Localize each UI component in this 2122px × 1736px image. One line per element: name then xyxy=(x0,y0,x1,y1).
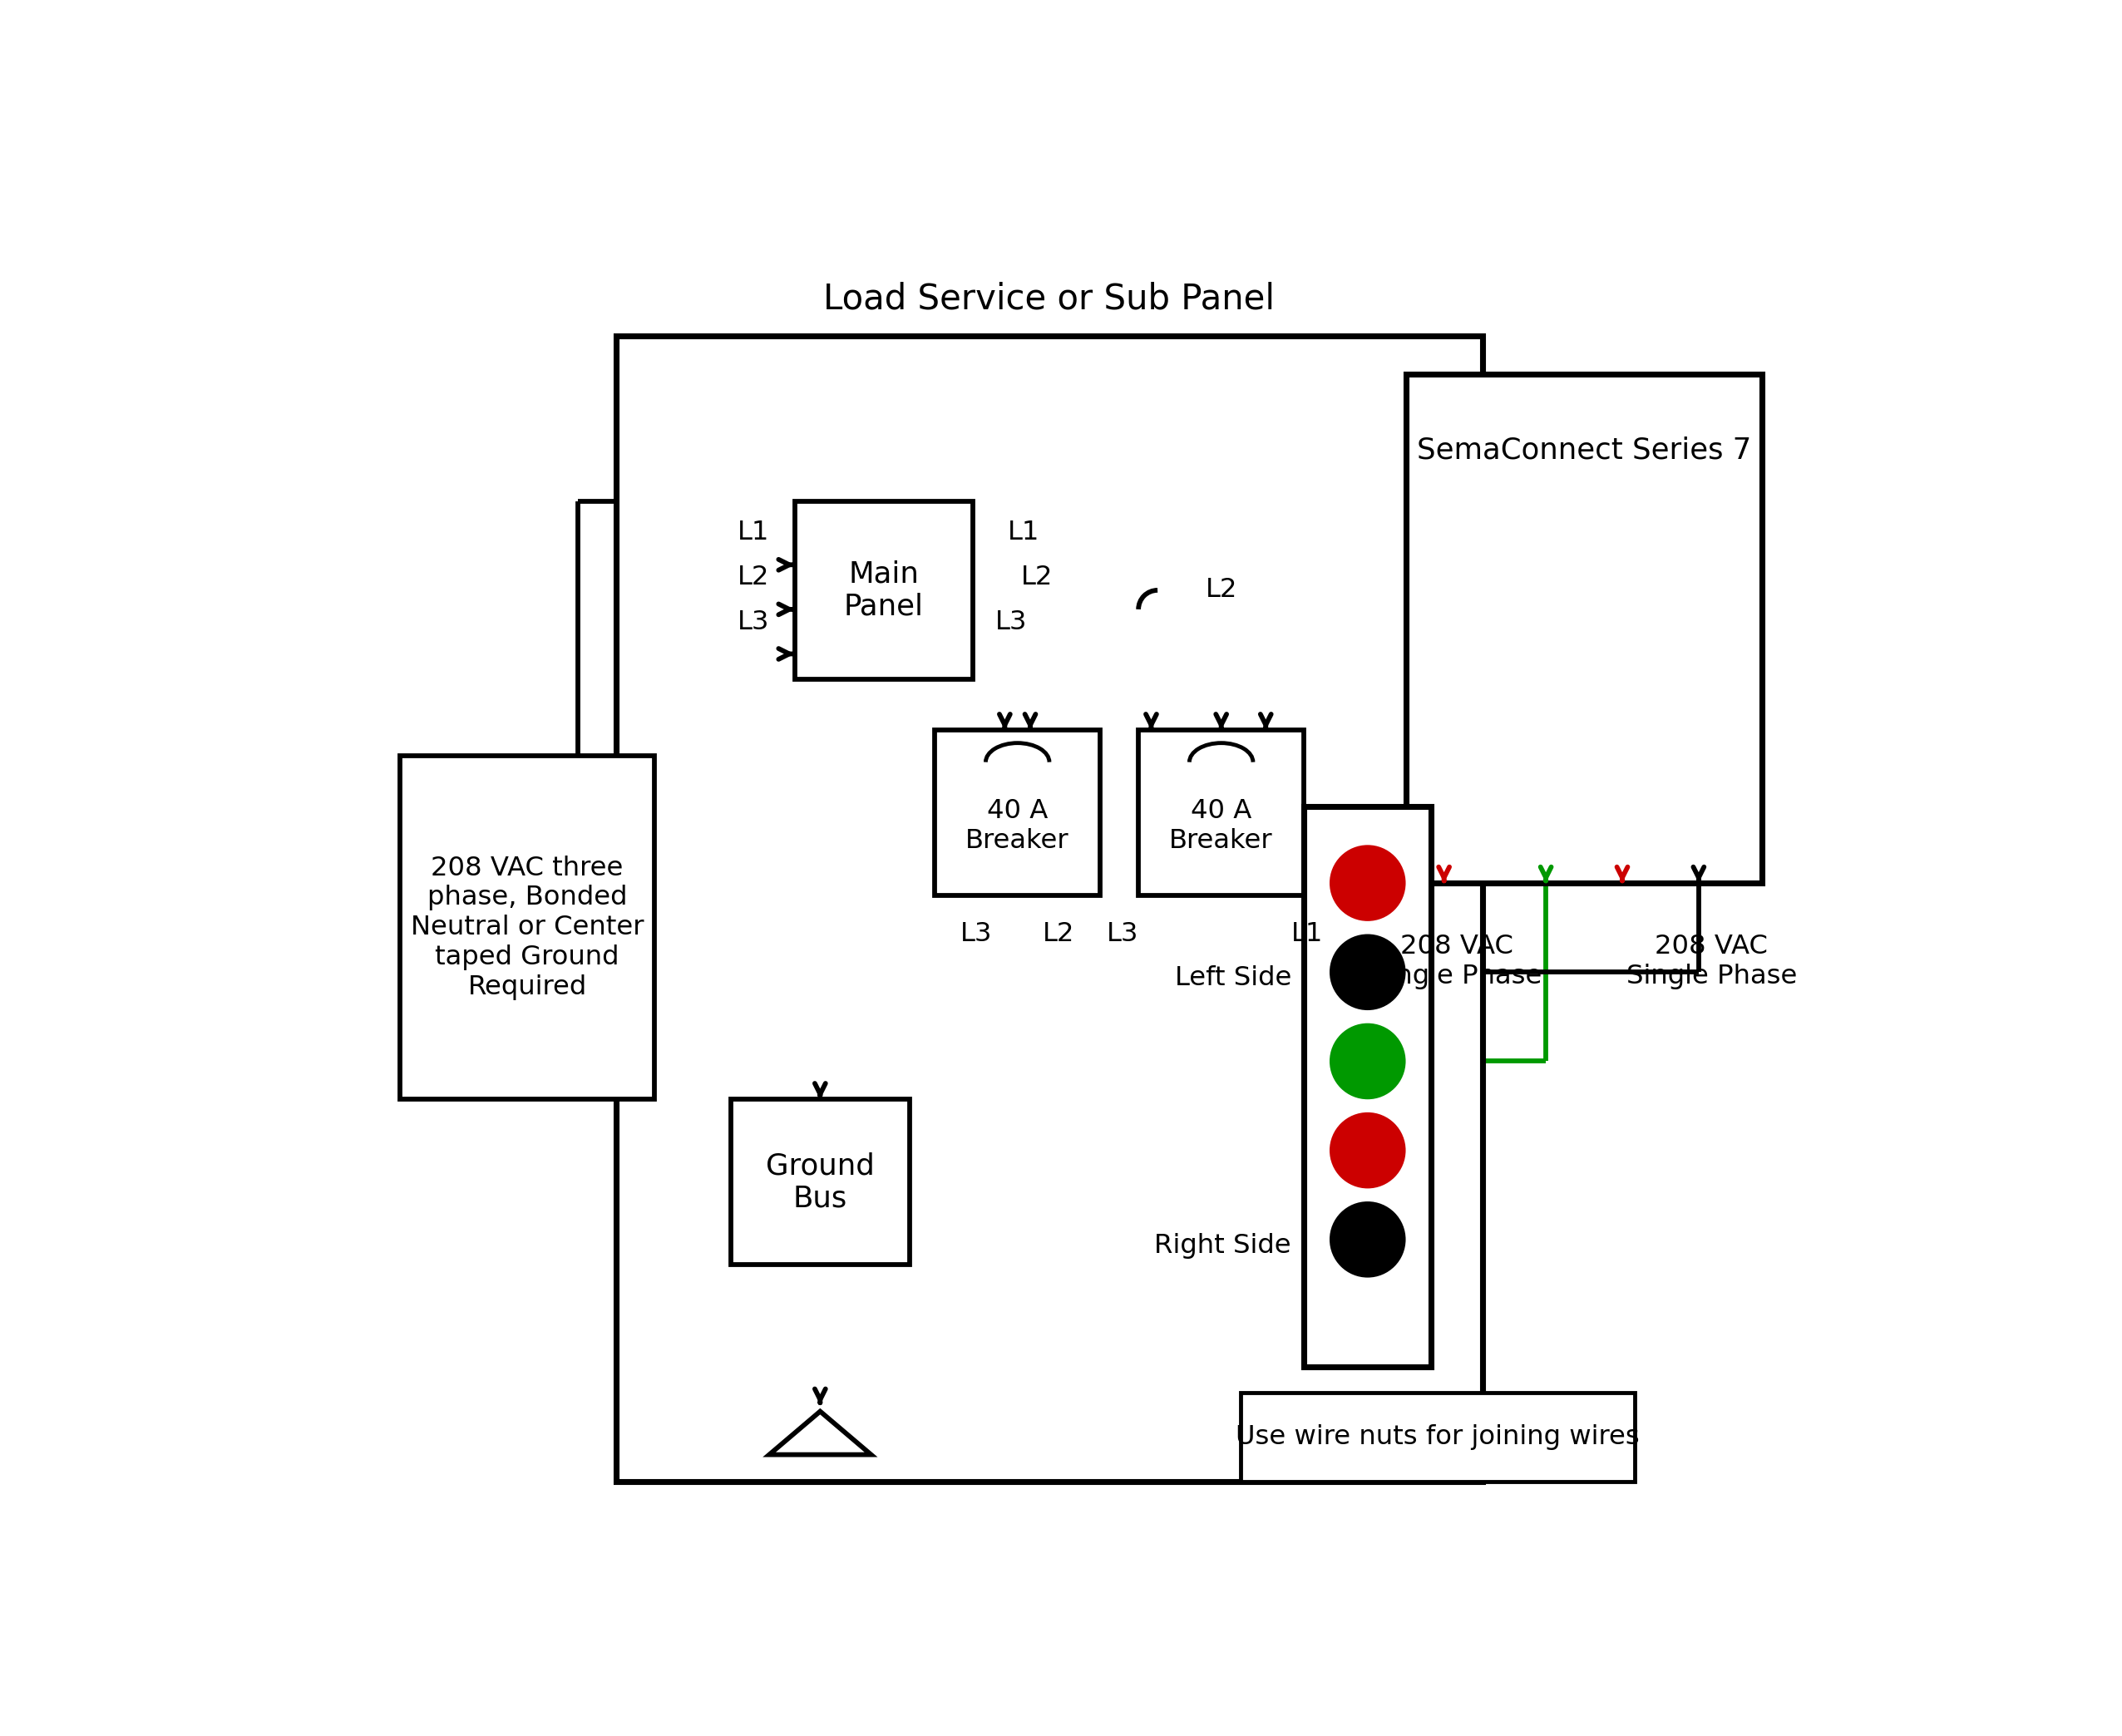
Text: Right Side: Right Side xyxy=(1154,1233,1290,1259)
Text: Main
Panel: Main Panel xyxy=(845,559,923,621)
Circle shape xyxy=(1333,847,1403,918)
Bar xyxy=(615,335,1481,1481)
Bar xyxy=(1140,731,1303,896)
Text: L1: L1 xyxy=(1008,519,1040,545)
Circle shape xyxy=(1333,936,1403,1009)
Circle shape xyxy=(1333,1115,1403,1186)
Circle shape xyxy=(1333,1026,1403,1097)
Bar xyxy=(1239,1392,1634,1481)
Bar xyxy=(730,1099,908,1266)
Text: Use wire nuts for joining wires: Use wire nuts for joining wires xyxy=(1235,1424,1640,1450)
Text: L3: L3 xyxy=(959,922,991,946)
Text: 208 VAC three
phase, Bonded
Neutral or Center
taped Ground
Required: 208 VAC three phase, Bonded Neutral or C… xyxy=(412,856,643,1000)
Bar xyxy=(794,502,972,679)
Text: L2: L2 xyxy=(1021,564,1053,590)
Bar xyxy=(1303,807,1430,1366)
Bar xyxy=(399,755,654,1099)
Bar xyxy=(934,731,1099,896)
Text: L2: L2 xyxy=(1044,922,1076,946)
Text: L3: L3 xyxy=(995,609,1027,635)
Text: L2: L2 xyxy=(1205,576,1237,602)
Text: 40 A
Breaker: 40 A Breaker xyxy=(966,799,1069,854)
Text: SemaConnect Series 7: SemaConnect Series 7 xyxy=(1417,436,1751,464)
Text: L1: L1 xyxy=(1290,922,1324,946)
Text: Load Service or Sub Panel: Load Service or Sub Panel xyxy=(823,281,1275,316)
Text: Left Side: Left Side xyxy=(1173,965,1290,991)
Text: L1: L1 xyxy=(736,519,768,545)
Text: 208 VAC
Single Phase: 208 VAC Single Phase xyxy=(1371,934,1543,990)
Text: Ground
Bus: Ground Bus xyxy=(766,1151,874,1213)
Text: 40 A
Breaker: 40 A Breaker xyxy=(1169,799,1273,854)
Circle shape xyxy=(1333,1203,1403,1276)
Text: L2: L2 xyxy=(736,564,768,590)
Text: L3: L3 xyxy=(736,609,768,635)
Bar xyxy=(1405,373,1761,884)
Text: 208 VAC
Single Phase: 208 VAC Single Phase xyxy=(1625,934,1797,990)
Text: L3: L3 xyxy=(1106,922,1140,946)
